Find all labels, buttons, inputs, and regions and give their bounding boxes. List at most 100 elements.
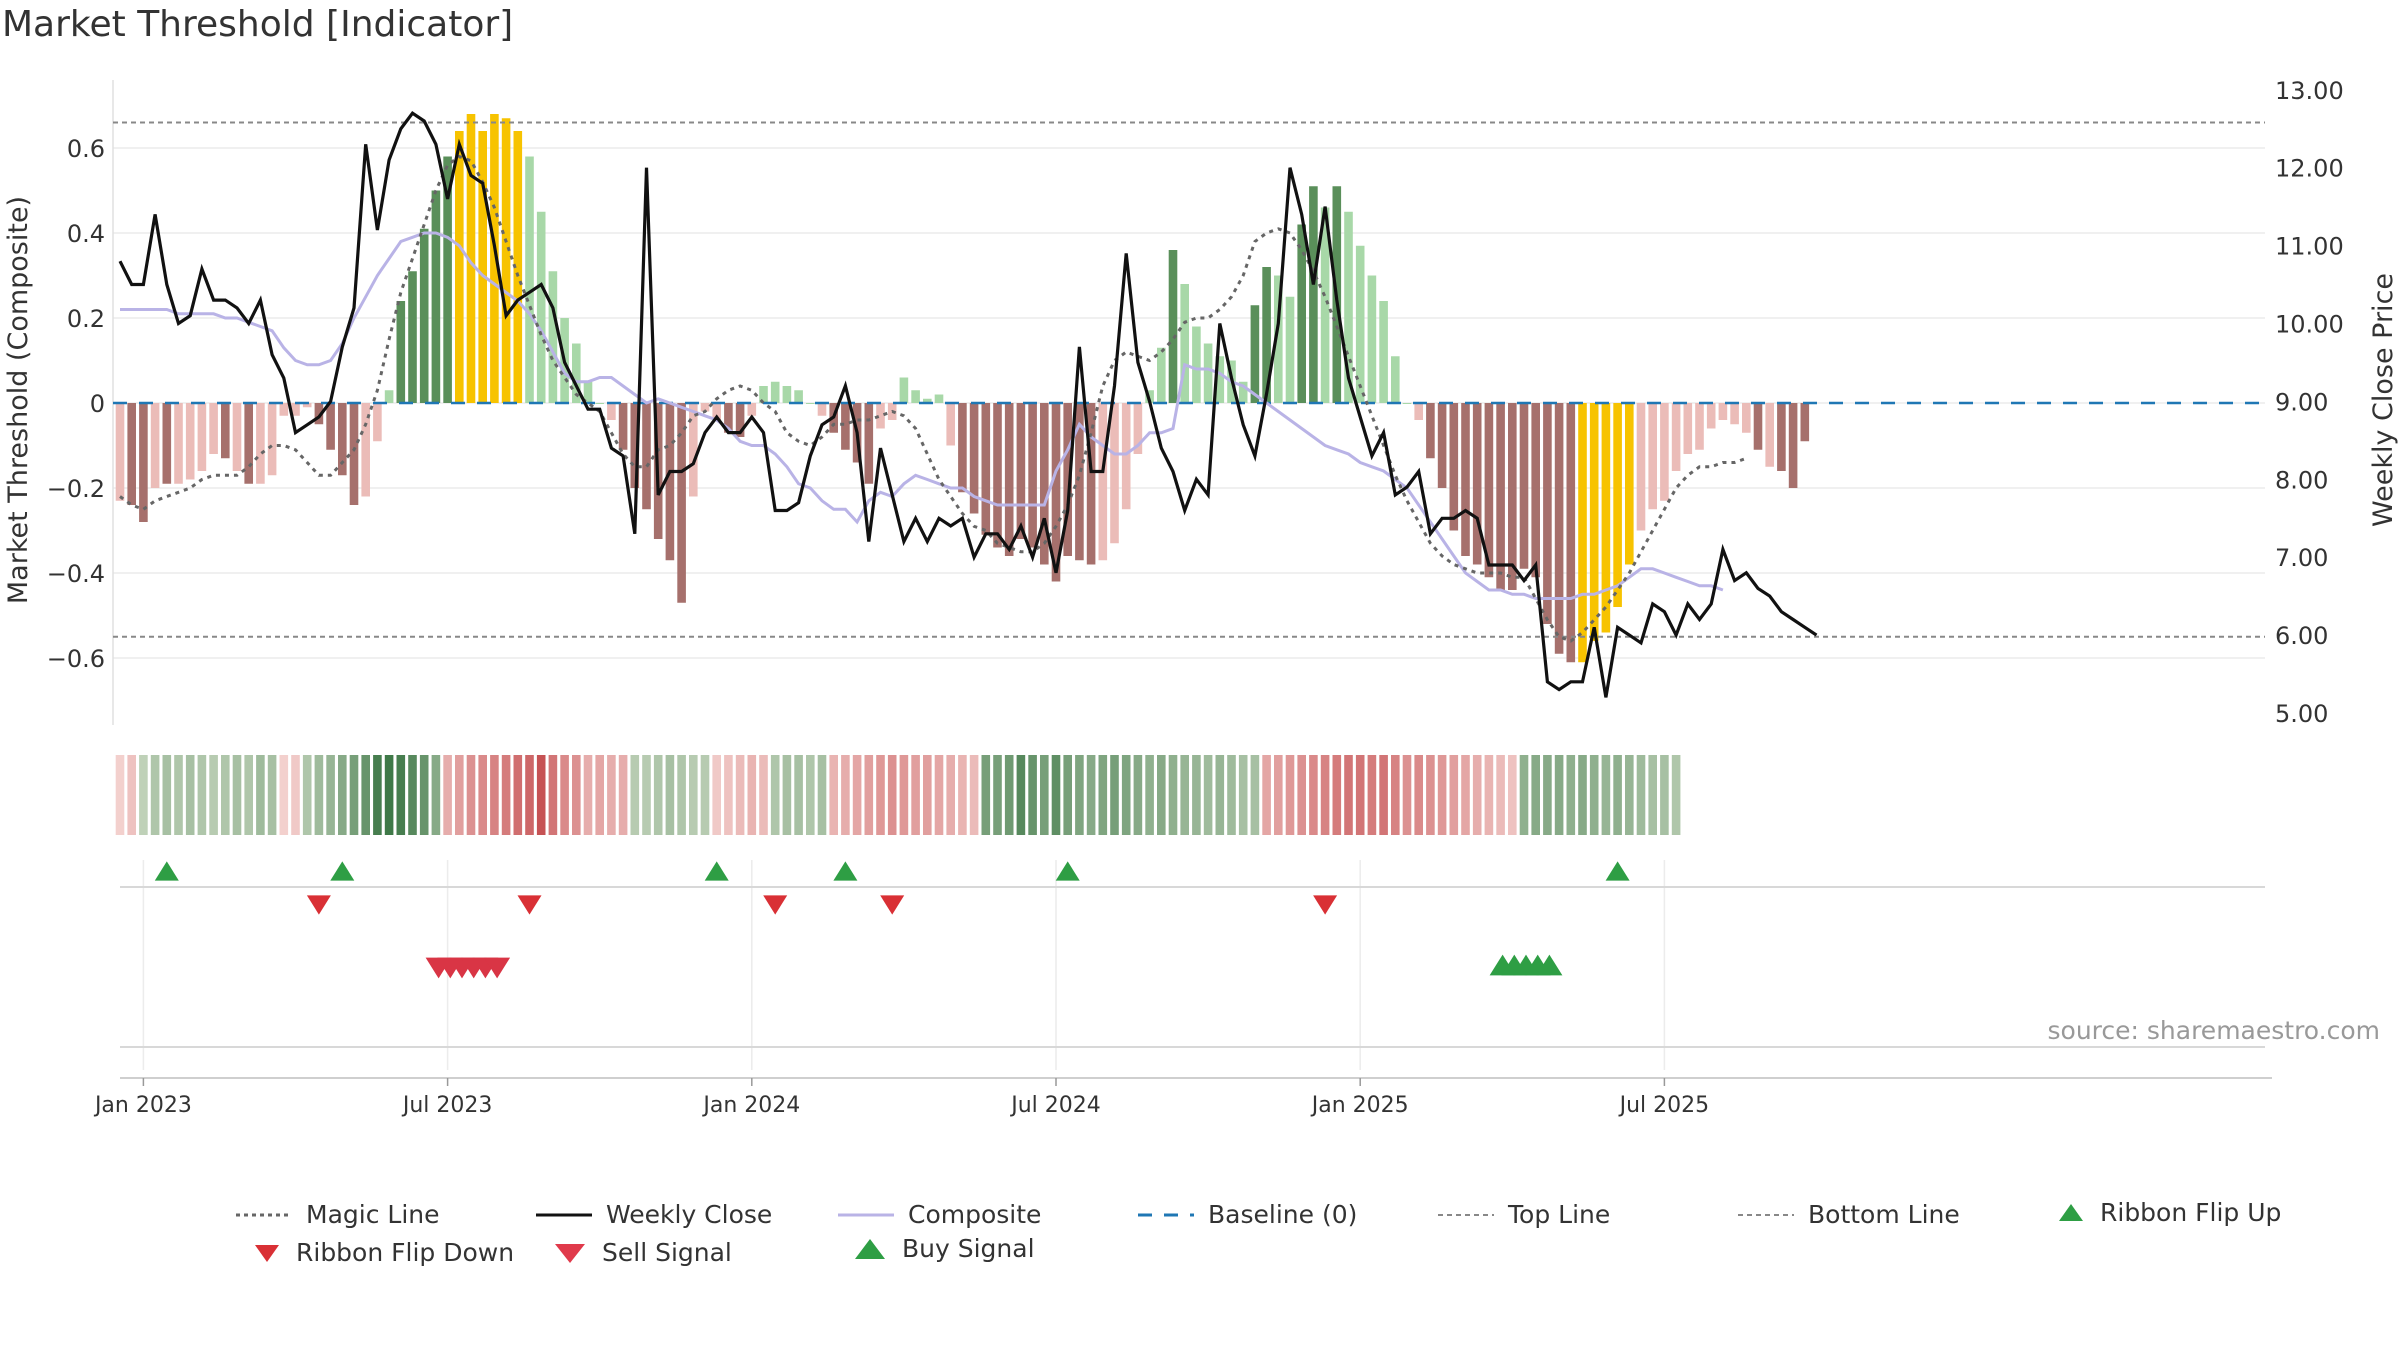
ribbon-cell xyxy=(689,755,698,835)
bar xyxy=(1121,403,1131,510)
bar xyxy=(1192,326,1201,403)
ribbon-cell xyxy=(1566,755,1576,835)
bar xyxy=(1589,403,1599,641)
bar xyxy=(174,403,183,484)
bar xyxy=(279,403,289,416)
legend-item-buy-signal: Buy Signal xyxy=(852,1234,1035,1263)
ribbon-cell xyxy=(501,755,511,835)
ribbon-cell xyxy=(1449,755,1459,835)
ribbon-cell xyxy=(1063,755,1072,835)
ribbon-cell xyxy=(583,755,593,835)
ribbon-cell xyxy=(1227,755,1236,835)
bar xyxy=(361,403,370,497)
ribbon-cell xyxy=(185,755,195,835)
bar xyxy=(1531,403,1540,578)
legend-item-sell-signal: Sell Signal xyxy=(552,1238,732,1267)
bar xyxy=(1274,275,1283,403)
bar xyxy=(209,403,218,454)
ribbon-flip-down-marker xyxy=(517,895,542,915)
ribbon-cell xyxy=(373,755,382,835)
bar xyxy=(958,403,967,493)
ribbon-cell xyxy=(384,755,394,835)
y-right-tick-label: 6.00 xyxy=(2275,622,2328,650)
bar xyxy=(1297,224,1306,403)
legend-item-bottom-line: Bottom Line xyxy=(1738,1200,1960,1229)
ribbon-cell xyxy=(981,755,991,835)
ribbon-cell xyxy=(665,755,675,835)
ribbon-cell xyxy=(735,755,745,835)
legend-sell-signal-swatch xyxy=(555,1243,585,1263)
ribbon-cell xyxy=(1238,755,1248,835)
bar xyxy=(1496,403,1505,590)
bar xyxy=(1414,403,1423,420)
ribbon-cell xyxy=(1203,755,1213,835)
bar xyxy=(864,403,874,484)
ribbon-cell xyxy=(852,755,862,835)
ribbon-flip-down-marker xyxy=(306,895,331,915)
bar xyxy=(127,403,136,505)
ribbon-cell xyxy=(1110,755,1119,835)
y-right-tick-label: 10.00 xyxy=(2275,311,2344,339)
ribbon-cell xyxy=(349,755,359,835)
bar xyxy=(1800,403,1810,442)
y-right-axis-title: Weekly Close Price xyxy=(2368,273,2399,527)
legend-magic-line-swatch xyxy=(236,1213,292,1216)
bar xyxy=(841,403,850,450)
ribbon-cell xyxy=(431,755,441,835)
market-threshold-chart: 0.6 0.4 0.2 0 −0.2 −0.4 −0.6 13.00 12.00 11.00 10.… xyxy=(3,77,2399,1118)
bar xyxy=(197,403,207,471)
bar xyxy=(1706,403,1716,429)
ribbon-cell xyxy=(595,755,604,835)
bar xyxy=(1004,403,1014,556)
x-tick-label: Jan 2024 xyxy=(701,1093,800,1118)
legend-label: Ribbon Flip Up xyxy=(2100,1198,2282,1227)
bar xyxy=(455,131,464,403)
ribbon-flip-up-marker xyxy=(704,861,729,881)
ribbon-cell xyxy=(923,755,932,835)
ribbon-cell xyxy=(150,755,160,835)
legend-ribbon-flip-down-swatch xyxy=(255,1244,279,1262)
bar xyxy=(572,343,581,403)
y-right-tick-label: 12.00 xyxy=(2275,155,2344,183)
ribbon-cell xyxy=(653,755,663,835)
ribbon-cell xyxy=(607,755,616,835)
bar xyxy=(162,403,172,484)
bar xyxy=(431,190,441,403)
ribbon-cell xyxy=(443,755,452,835)
bar xyxy=(490,114,499,403)
bar xyxy=(876,403,885,429)
ribbon-cell xyxy=(899,755,909,835)
bar xyxy=(607,403,616,420)
ribbon-cell xyxy=(1461,755,1470,835)
bar xyxy=(1566,403,1576,663)
ribbon-cell xyxy=(326,755,335,835)
legend-label: Ribbon Flip Down xyxy=(296,1238,515,1267)
ribbon-cell xyxy=(1332,755,1342,835)
ribbon-cell xyxy=(1636,755,1646,835)
ribbon-flip-down-marker xyxy=(763,895,788,915)
ribbon-cell xyxy=(1040,755,1049,835)
bar xyxy=(1355,245,1365,403)
ribbon-cell xyxy=(1379,755,1388,835)
legend-item-baseline: Baseline (0) xyxy=(1138,1200,1357,1229)
ribbon-cell xyxy=(525,755,534,835)
ribbon-cell xyxy=(876,755,885,835)
legend-composite-swatch xyxy=(838,1213,894,1216)
composite-line xyxy=(120,231,1724,600)
legend-weekly-close-swatch xyxy=(536,1213,592,1216)
ribbon-cell xyxy=(232,755,242,835)
bar xyxy=(1426,403,1435,459)
bar xyxy=(1554,403,1564,654)
ribbon-cell xyxy=(677,755,686,835)
ribbon-cell xyxy=(244,755,253,835)
bar xyxy=(1379,301,1388,403)
y-tick-label: −0.4 xyxy=(47,560,105,588)
bar xyxy=(1320,207,1330,403)
ribbon-cell xyxy=(1180,755,1189,835)
bar xyxy=(1157,347,1166,403)
bar xyxy=(1133,403,1143,454)
bar xyxy=(1472,403,1482,565)
bar xyxy=(1402,403,1412,404)
ribbon-cell xyxy=(174,755,183,835)
bar xyxy=(1028,403,1037,548)
